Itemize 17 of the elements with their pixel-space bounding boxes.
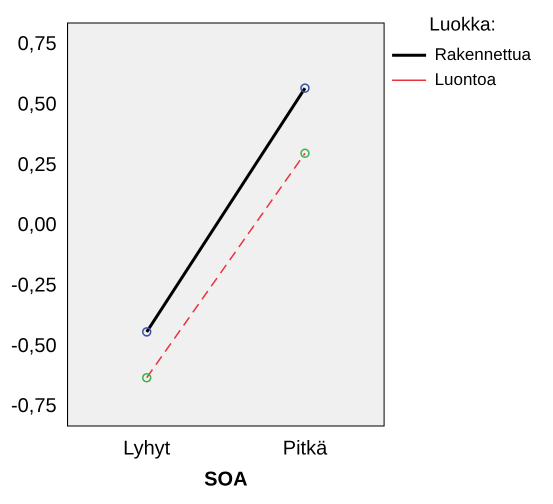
x-axis-title: SOA [204, 468, 248, 491]
point [142, 327, 152, 337]
point [300, 83, 310, 93]
y-tick-label: 0,25 [18, 154, 57, 176]
x-tick-label: Lyhyt [123, 438, 171, 460]
legend-label: Rakennettua [434, 44, 532, 64]
point [300, 148, 310, 158]
y-tick-label: 0,75 [18, 33, 57, 56]
x-tick-label: Pitkä [282, 438, 328, 460]
y-tick-label: -0,75 [10, 395, 57, 418]
legend-label: Luontoa [434, 70, 497, 89]
y-tick-label: 0,50 [18, 94, 57, 116]
y-tick-label: -0,25 [10, 274, 57, 297]
legend-title: Luokka: [429, 14, 496, 36]
y-tick-label: -0,50 [10, 334, 57, 357]
y-tick-label: 0,00 [18, 214, 57, 236]
point [142, 372, 152, 382]
